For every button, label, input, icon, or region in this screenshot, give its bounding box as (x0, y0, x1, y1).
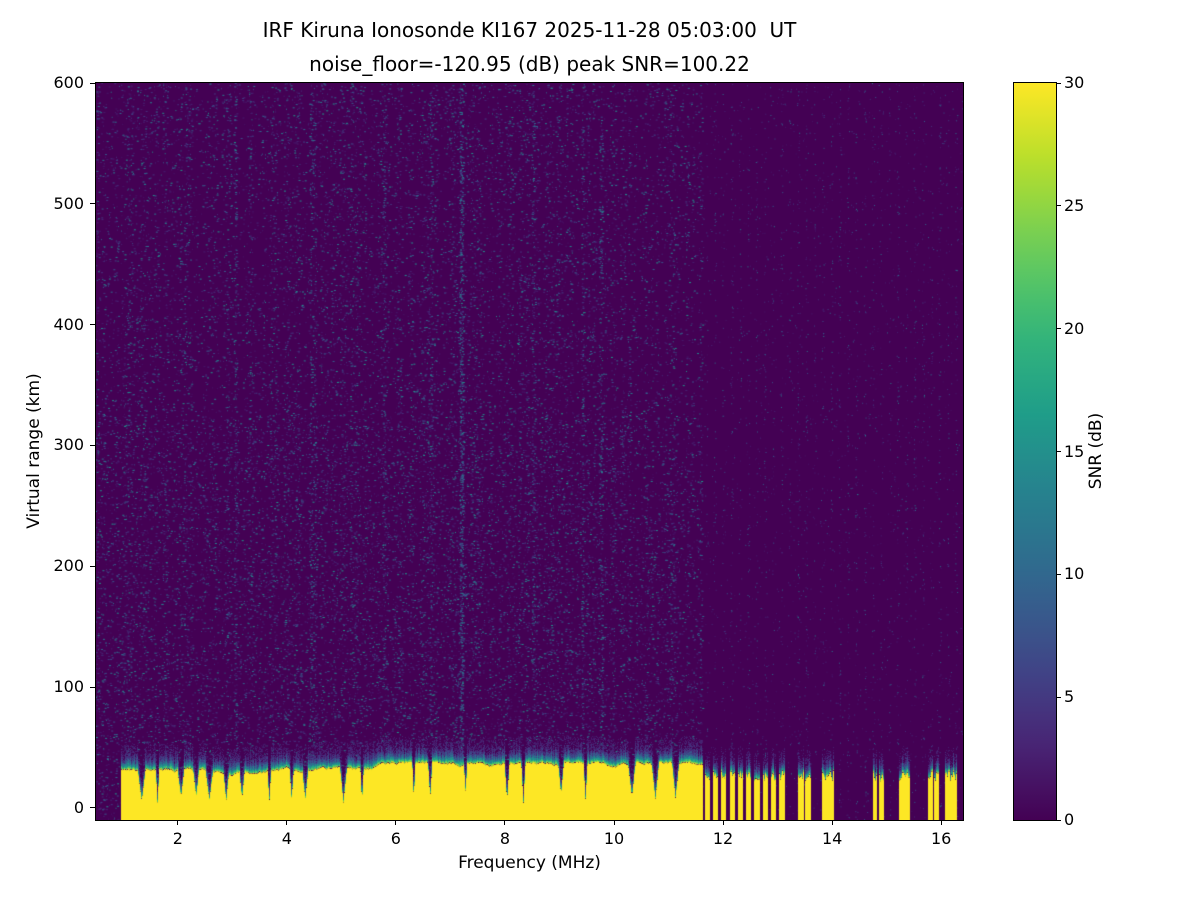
x-tick-mark (613, 820, 615, 825)
y-tick-mark (90, 203, 96, 205)
colorbar-tick-mark (1056, 205, 1061, 207)
colorbar-tick-mark (1056, 696, 1061, 698)
plot-area (95, 82, 964, 821)
colorbar-tick-label: 5 (1064, 687, 1075, 707)
colorbar-gradient (1014, 83, 1056, 820)
x-tick-mark (286, 820, 288, 825)
y-tick-label: 400 (53, 314, 84, 334)
x-tick-mark (177, 820, 179, 825)
y-tick-mark (90, 565, 96, 567)
x-tick-label: 14 (821, 829, 843, 848)
x-tick-mark (722, 820, 724, 825)
colorbar-tick-label: 25 (1064, 195, 1085, 215)
y-tick-mark (90, 444, 96, 446)
x-tick-label: 16 (931, 829, 952, 848)
colorbar-tick-mark (1056, 573, 1061, 575)
colorbar-tick-mark (1056, 82, 1061, 84)
colorbar-tick-label: 0 (1064, 810, 1075, 829)
y-tick-mark (90, 82, 96, 84)
x-tick-mark (831, 820, 833, 825)
colorbar-tick-label: 30 (1064, 73, 1085, 92)
x-axis-label: Frequency (MHz) (458, 853, 601, 873)
x-tick-label: 12 (712, 829, 734, 848)
colorbar-tick-label: 15 (1064, 441, 1085, 461)
colorbar (1013, 82, 1057, 821)
chart-subtitle: noise_floor=-120.95 (dB) peak SNR=100.22 (309, 52, 750, 76)
x-tick-mark (504, 820, 506, 825)
ionogram-heatmap-canvas (96, 83, 963, 820)
y-tick-label: 600 (53, 73, 84, 92)
y-tick-label: 0 (73, 797, 84, 817)
y-tick-label: 500 (53, 193, 84, 213)
x-tick-label: 10 (603, 829, 625, 848)
y-tick-mark (90, 686, 96, 688)
colorbar-tick-mark (1056, 328, 1061, 330)
x-tick-label: 2 (172, 829, 183, 848)
y-tick-mark (90, 807, 96, 809)
x-tick-label: 6 (390, 829, 401, 848)
y-tick-label: 200 (53, 556, 84, 576)
chart-title: IRF Kiruna Ionosonde KI167 2025-11-28 05… (262, 18, 797, 42)
colorbar-tick-mark (1056, 819, 1061, 821)
x-tick-mark (940, 820, 942, 825)
x-tick-mark (395, 820, 397, 825)
y-tick-mark (90, 324, 96, 326)
x-tick-label: 4 (281, 829, 292, 848)
colorbar-tick-mark (1056, 451, 1061, 452)
y-tick-label: 300 (53, 435, 84, 455)
y-tick-label: 100 (53, 677, 84, 697)
colorbar-tick-label: 10 (1064, 564, 1085, 584)
colorbar-tick-label: 20 (1064, 318, 1085, 338)
x-tick-label: 8 (499, 829, 511, 848)
